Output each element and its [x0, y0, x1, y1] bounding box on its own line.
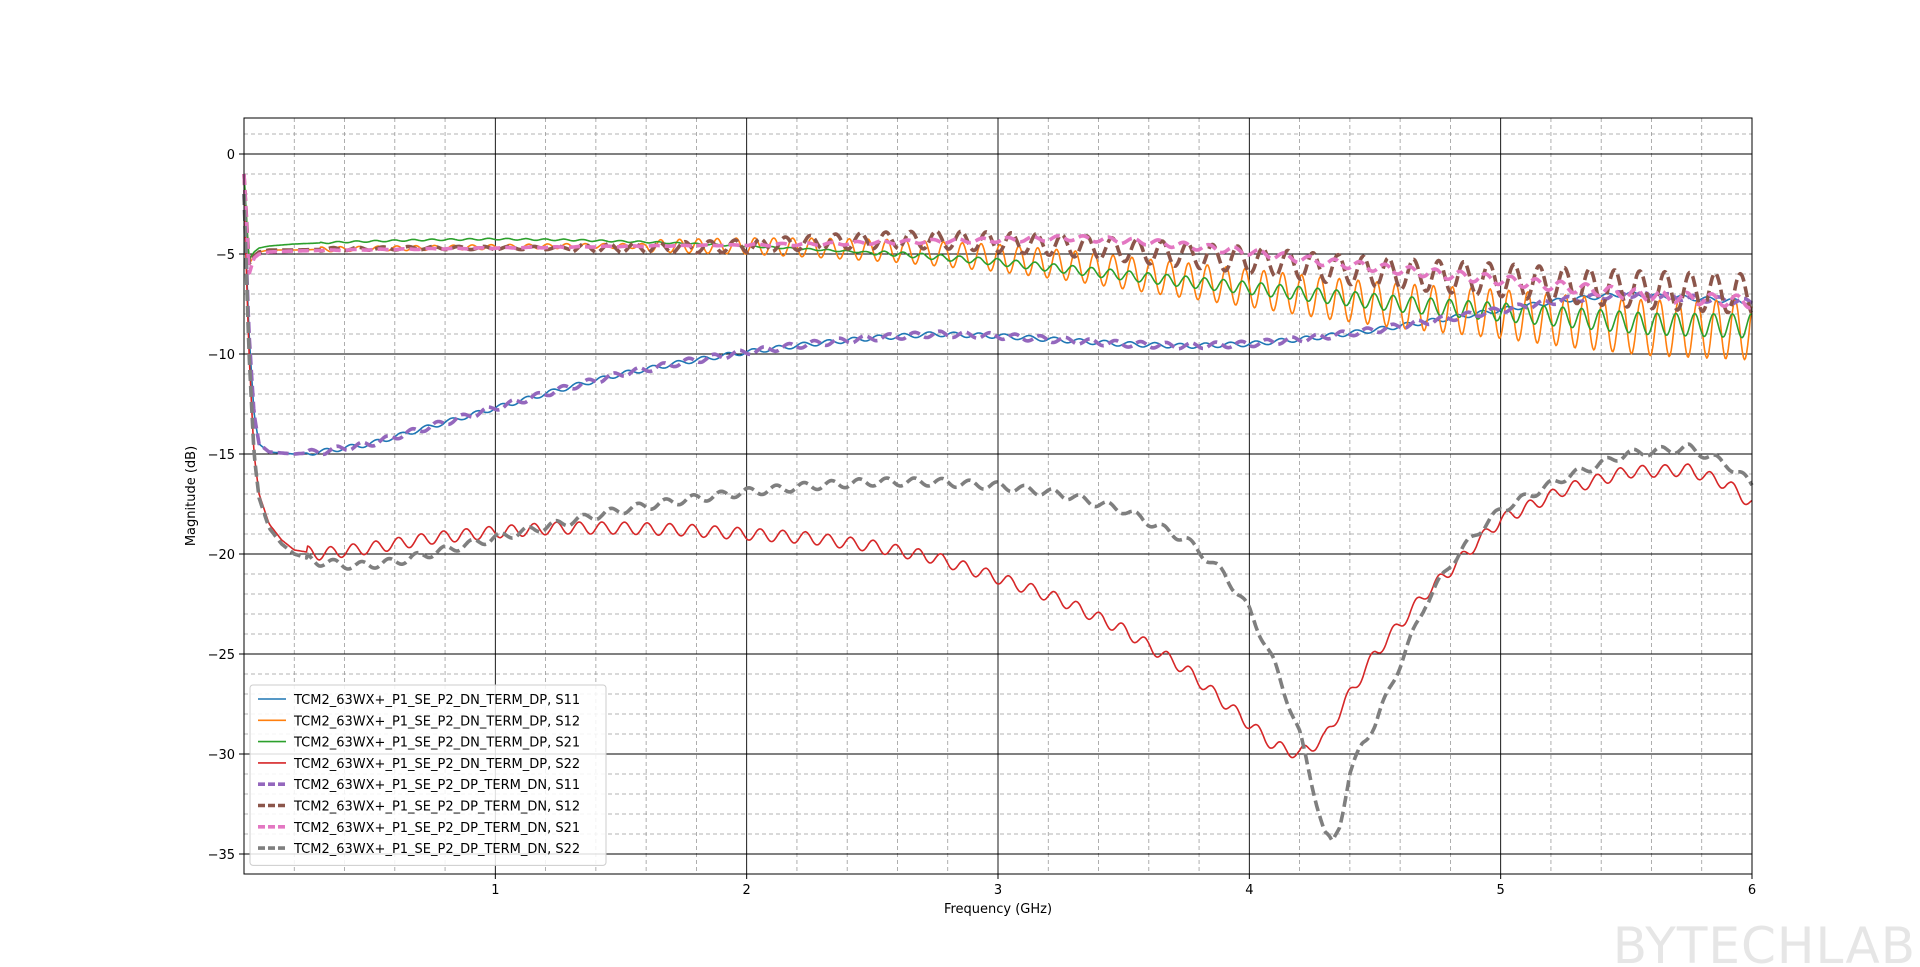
series-line-5: [242, 193, 1754, 457]
x-tick-label: 5: [1497, 883, 1505, 898]
series-line-7: [242, 173, 1754, 310]
legend-label: TCM2_63WX+_P1_SE_P2_DN_TERM_DP, S22: [293, 757, 580, 772]
y-tick-label: 0: [227, 148, 235, 163]
y-tick-label: −15: [208, 448, 235, 463]
series-layer: [242, 173, 1754, 843]
y-axis-label: Magnitude (dB): [184, 446, 199, 546]
legend-label: TCM2_63WX+_P1_SE_P2_DP_TERM_DN, S11: [293, 778, 580, 793]
legend-label: TCM2_63WX+_P1_SE_P2_DP_TERM_DN, S22: [293, 842, 580, 857]
x-axis-ticks: 1 2 3 4 5 6: [491, 874, 1756, 898]
y-tick-label: −20: [208, 548, 235, 563]
series-line-3: [243, 173, 1753, 339]
x-tick-label: 3: [994, 883, 1002, 898]
y-tick-label: −35: [208, 848, 235, 863]
legend-label: TCM2_63WX+_P1_SE_P2_DN_TERM_DP, S21: [293, 736, 580, 751]
legend-label: TCM2_63WX+_P1_SE_P2_DP_TERM_DN, S12: [293, 800, 580, 815]
watermark: BYTECHLAB: [1613, 917, 1916, 967]
x-tick-label: 6: [1748, 883, 1756, 898]
legend: TCM2_63WX+_P1_SE_P2_DN_TERM_DP, S11 TCM2_…: [249, 684, 607, 866]
legend-label: TCM2_63WX+_P1_SE_P2_DN_TERM_DP, S12: [293, 714, 580, 729]
y-tick-label: −10: [208, 348, 235, 363]
major-gridlines: [244, 118, 1753, 874]
x-tick-label: 4: [1245, 883, 1253, 898]
y-axis-ticks: 0 −5 −10 −15 −20 −25 −30 −35: [208, 148, 244, 863]
x-tick-label: 2: [743, 883, 751, 898]
y-tick-label: −5: [216, 248, 235, 263]
legend-label: TCM2_63WX+_P1_SE_P2_DP_TERM_DN, S21: [293, 821, 580, 836]
series-line-8: [242, 193, 1754, 843]
y-tick-label: −30: [208, 748, 235, 763]
legend-box: [249, 684, 607, 866]
y-tick-label: −25: [208, 648, 235, 663]
x-tick-label: 1: [491, 883, 499, 898]
x-axis-label: Frequency (GHz): [944, 902, 1052, 917]
series-line-6: [242, 173, 1754, 315]
legend-label: TCM2_63WX+_P1_SE_P2_DN_TERM_DP, S11: [293, 693, 580, 708]
